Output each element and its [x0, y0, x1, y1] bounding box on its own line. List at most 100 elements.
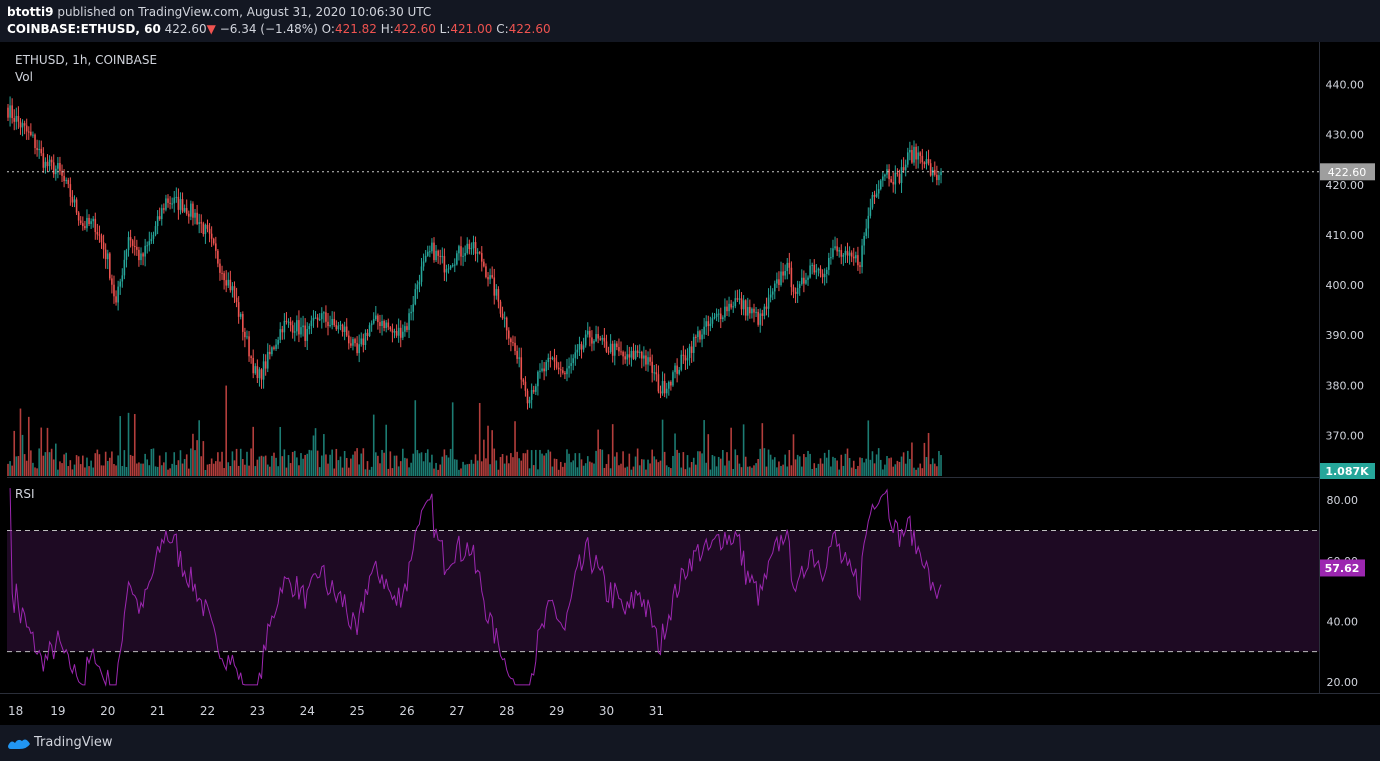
- volume-bar: [65, 452, 67, 476]
- volume-bar: [300, 453, 302, 476]
- volume-bar: [632, 466, 635, 476]
- candle-body: [884, 174, 886, 177]
- candle-body: [532, 390, 535, 392]
- price-scale[interactable]: 370.00 380.00 390.00 400.00 410.00 420.00 430.…: [1319, 42, 1380, 693]
- volume-bar: [593, 463, 595, 476]
- candle-body: [647, 357, 649, 365]
- candle-body: [503, 317, 506, 319]
- volume-bar: [830, 466, 832, 476]
- rsi-pane[interactable]: RSI: [7, 487, 1319, 687]
- volume-bar: [794, 459, 797, 476]
- volume-bar: [734, 449, 737, 476]
- rsi-tick-label: 40.00: [1327, 615, 1359, 628]
- volume-bar: [279, 426, 282, 476]
- volume-legend[interactable]: Vol: [15, 70, 33, 84]
- chart-title[interactable]: ETHUSD, 1h, COINBASE: [15, 53, 157, 67]
- tradingview-logo-icon[interactable]: [7, 735, 31, 751]
- volume-bar: [844, 453, 847, 476]
- volume-bar: [649, 463, 651, 476]
- candle-body: [34, 134, 36, 149]
- candle-body: [873, 194, 876, 197]
- volume-bar: [501, 453, 504, 476]
- candle-body: [707, 321, 710, 327]
- volume-bar: [850, 467, 853, 476]
- tradingview-brand[interactable]: TradingView: [34, 735, 113, 750]
- candle-body: [688, 346, 691, 359]
- candle-body: [121, 275, 124, 282]
- candle-body: [23, 123, 26, 126]
- volume-bar: [113, 463, 115, 476]
- candle-body: [433, 242, 435, 261]
- volume-bar: [449, 448, 452, 476]
- volume-bar: [765, 466, 768, 476]
- time-tick-label: 22: [200, 704, 215, 718]
- volume-bar: [262, 456, 265, 476]
- volume-bar: [927, 432, 930, 476]
- candle-body: [283, 320, 286, 333]
- volume-bar: [98, 454, 101, 476]
- candle-body: [202, 223, 205, 235]
- candle-body: [483, 261, 485, 267]
- candle-body: [65, 179, 67, 182]
- volume-bar: [840, 454, 843, 476]
- volume-bar: [217, 452, 219, 476]
- candle-body: [834, 246, 836, 249]
- volume-bar: [121, 465, 124, 476]
- candle-body: [549, 357, 552, 359]
- candle-body: [90, 221, 92, 224]
- candle-body: [204, 224, 207, 235]
- price-tick-label: 400.00: [1326, 279, 1365, 292]
- volume-bar: [453, 459, 456, 476]
- volume-bar: [169, 468, 171, 476]
- candle-body: [828, 257, 830, 270]
- volume-bar: [936, 466, 938, 476]
- candle-body: [755, 311, 757, 313]
- price-tick-label: 410.00: [1326, 229, 1365, 242]
- candle-body: [73, 199, 76, 203]
- candle-body: [138, 249, 140, 261]
- volume-bar: [44, 452, 47, 476]
- time-axis[interactable]: 18 19 20 21 22 23 24 25 26 27 28 29 30 31: [0, 693, 1380, 719]
- volume-bar: [177, 460, 180, 476]
- volume-bar: [208, 463, 211, 476]
- volume-bar: [109, 457, 111, 476]
- candle-body: [871, 194, 874, 208]
- price-pane[interactable]: ETHUSD, 1h, COINBASE Vol: [7, 53, 1319, 476]
- volume-bar: [84, 467, 86, 476]
- volume-bar: [412, 453, 415, 476]
- candle-body: [79, 220, 82, 224]
- candle-body: [246, 336, 248, 338]
- candle-body: [310, 320, 313, 327]
- candle-body: [435, 250, 437, 261]
- volume-bar: [96, 449, 99, 476]
- chart-svg[interactable]: ETHUSD, 1h, COINBASE Vol RSI 370.00 380.0…: [0, 42, 1380, 725]
- candle-body: [686, 358, 689, 361]
- author-name[interactable]: btotti9: [7, 5, 54, 19]
- time-tick-label: 31: [649, 704, 664, 718]
- candle-body: [414, 289, 417, 305]
- chart-area[interactable]: ETHUSD, 1h, COINBASE Vol RSI 370.00 380.0…: [0, 42, 1380, 725]
- candle-body: [537, 371, 539, 387]
- volume-bar: [277, 466, 279, 476]
- candle-body: [624, 356, 626, 360]
- volume-bar: [23, 454, 26, 476]
- volume-bar: [595, 450, 597, 476]
- volume-bar: [447, 457, 450, 476]
- rsi-legend[interactable]: RSI: [15, 487, 35, 501]
- volume-bar: [320, 455, 323, 476]
- candle-body: [200, 222, 203, 224]
- volume-bar: [566, 449, 568, 476]
- candle-body: [512, 342, 514, 344]
- symbol-label[interactable]: COINBASE:ETHUSD, 60: [7, 22, 161, 36]
- candle-body: [156, 216, 159, 227]
- candle-body: [152, 234, 155, 239]
- candle-body: [692, 336, 695, 353]
- volume-bar: [90, 460, 92, 476]
- candle-body: [703, 326, 705, 335]
- volume-bar: [59, 461, 61, 476]
- volume-bar: [248, 465, 250, 476]
- volume-bar: [771, 459, 774, 476]
- volume-bar: [485, 458, 487, 476]
- candle-body: [782, 271, 784, 276]
- volume-bar: [370, 466, 373, 476]
